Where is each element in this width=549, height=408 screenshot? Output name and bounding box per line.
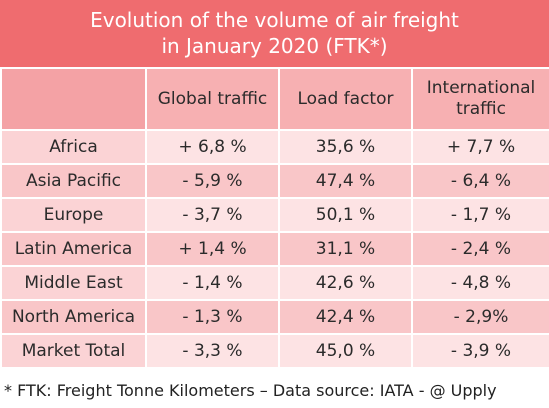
header-corner <box>0 67 147 131</box>
global-traffic-cell: - 5,9 % <box>145 163 280 199</box>
header-global-traffic: Global traffic <box>145 67 280 131</box>
region-cell: Market Total <box>0 333 147 369</box>
table-row: Latin America + 1,4 % 31,1 % - 2,4 % <box>0 231 549 267</box>
global-traffic-cell: + 6,8 % <box>145 129 280 165</box>
table-row: Middle East - 1,4 % 42,6 % - 4,8 % <box>0 265 549 301</box>
table-row: North America - 1,3 % 42,4 % - 2,9% <box>0 299 549 335</box>
international-traffic-cell: - 4,8 % <box>411 265 549 301</box>
international-traffic-cell: - 2,9% <box>411 299 549 335</box>
table-row: Asia Pacific - 5,9 % 47,4 % - 6,4 % <box>0 163 549 199</box>
header-international-traffic: International traffic <box>411 67 549 131</box>
header-load-factor: Load factor <box>278 67 413 131</box>
page-title: Evolution of the volume of air freight i… <box>0 0 549 67</box>
header-international-line-1: International <box>426 78 536 98</box>
region-cell: Middle East <box>0 265 147 301</box>
load-factor-cell: 45,0 % <box>278 333 413 369</box>
table-header-row: Global traffic Load factor International… <box>0 67 549 131</box>
load-factor-cell: 42,6 % <box>278 265 413 301</box>
global-traffic-cell: + 1,4 % <box>145 231 280 267</box>
region-cell: Latin America <box>0 231 147 267</box>
region-cell: Asia Pacific <box>0 163 147 199</box>
header-international-line-2: traffic <box>456 99 506 119</box>
footnote: * FTK: Freight Tonne Kilometers – Data s… <box>4 381 497 400</box>
region-cell: Europe <box>0 197 147 233</box>
global-traffic-cell: - 1,4 % <box>145 265 280 301</box>
table-row: Africa + 6,8 % 35,6 % + 7,7 % <box>0 129 549 165</box>
international-traffic-cell: - 1,7 % <box>411 197 549 233</box>
region-cell: Africa <box>0 129 147 165</box>
title-line-2: in January 2020 (FTK*) <box>161 34 388 58</box>
title-line-1: Evolution of the volume of air freight <box>90 8 459 32</box>
table-row: Market Total - 3,3 % 45,0 % - 3,9 % <box>0 333 549 369</box>
table-row: Europe - 3,7 % 50,1 % - 1,7 % <box>0 197 549 233</box>
international-traffic-cell: - 6,4 % <box>411 163 549 199</box>
international-traffic-cell: - 3,9 % <box>411 333 549 369</box>
international-traffic-cell: - 2,4 % <box>411 231 549 267</box>
global-traffic-cell: - 3,7 % <box>145 197 280 233</box>
load-factor-cell: 47,4 % <box>278 163 413 199</box>
air-freight-table: Global traffic Load factor International… <box>0 67 549 369</box>
region-cell: North America <box>0 299 147 335</box>
global-traffic-cell: - 1,3 % <box>145 299 280 335</box>
international-traffic-cell: + 7,7 % <box>411 129 549 165</box>
load-factor-cell: 50,1 % <box>278 197 413 233</box>
load-factor-cell: 42,4 % <box>278 299 413 335</box>
load-factor-cell: 31,1 % <box>278 231 413 267</box>
load-factor-cell: 35,6 % <box>278 129 413 165</box>
global-traffic-cell: - 3,3 % <box>145 333 280 369</box>
